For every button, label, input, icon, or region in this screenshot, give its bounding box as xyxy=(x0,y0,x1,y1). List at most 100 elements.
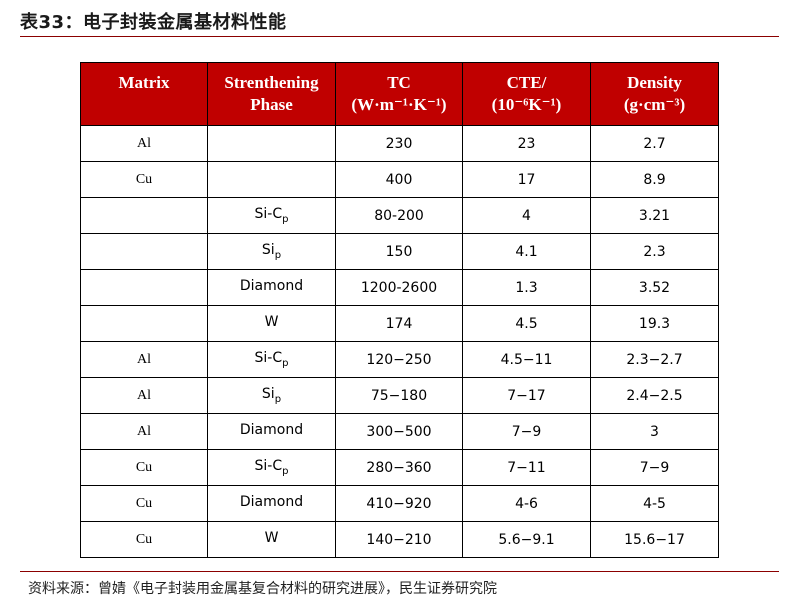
cell-matrix-text: Al xyxy=(137,351,151,367)
phase-subscript: p xyxy=(282,466,289,477)
table-row: Al Si-Cp 120−250 4.5−11 2.3−2.7 xyxy=(80,341,719,378)
cell-cte: 4-6 xyxy=(462,485,591,522)
cell-tc: 1200-2600 xyxy=(335,269,463,306)
cell-cte: 4.5−11 xyxy=(462,341,591,378)
cell-tc-text: 1200-2600 xyxy=(360,279,438,296)
cell-phase-text: W xyxy=(264,530,279,546)
table-row: Diamond 1200-2600 1.3 3.52 xyxy=(80,269,719,306)
cell-matrix: Al xyxy=(80,377,208,414)
cell-tc-text: 410−920 xyxy=(366,495,432,512)
cell-density: 15.6−17 xyxy=(590,521,719,558)
cell-density: 4-5 xyxy=(590,485,719,522)
phase-subscript: p xyxy=(282,358,289,369)
cell-matrix: Cu xyxy=(80,449,208,486)
header-cte: CTE/(10⁻⁶K⁻¹) xyxy=(462,62,591,126)
cell-density: 19.3 xyxy=(590,305,719,342)
table-row: Al Diamond 300−500 7−9 3 xyxy=(80,413,719,450)
cell-cte-text: 4-6 xyxy=(515,495,538,512)
phase-subscript: p xyxy=(282,214,289,225)
cell-matrix-text: Cu xyxy=(135,171,153,187)
cell-tc-text: 300−500 xyxy=(366,423,432,440)
cell-phase: Si-Cp xyxy=(207,341,336,378)
cell-tc-text: 120−250 xyxy=(366,351,432,368)
cell-matrix: Al xyxy=(80,413,208,450)
table-body: Al 230 23 2.7 Cu 400 17 8.9 Si-Cp 80-200 4 3.21 Sip 1… xyxy=(80,125,719,558)
cell-density-text: 4-5 xyxy=(643,495,666,512)
cell-cte: 4.1 xyxy=(462,233,591,270)
cell-density-text: 2.7 xyxy=(643,135,666,152)
header-density: Density (g·cm⁻³) xyxy=(590,62,719,126)
cell-matrix-text: Al xyxy=(137,135,151,151)
cell-matrix: Cu xyxy=(80,485,208,522)
table-row: Cu Si-Cp 280−360 7−11 7−9 xyxy=(80,449,719,486)
title-divider xyxy=(20,36,779,37)
cell-phase-text: Diamond xyxy=(239,278,304,294)
phase-subscript: p xyxy=(274,394,282,405)
cell-density: 7−9 xyxy=(590,449,719,486)
cell-density-text: 8.9 xyxy=(643,171,666,188)
table-row: Sip 150 4.1 2.3 xyxy=(80,233,719,270)
cell-cte-text: 7−17 xyxy=(507,387,546,404)
table-row: Al Sip 75−180 7−17 2.4−2.5 xyxy=(80,377,719,414)
cell-phase-text: Si-C xyxy=(254,350,283,366)
cell-tc: 120−250 xyxy=(335,341,463,378)
cell-phase-text: Si-C xyxy=(254,206,283,222)
table-row: Cu Diamond 410−920 4-6 4-5 xyxy=(80,485,719,522)
cell-density-text: 3.52 xyxy=(638,279,671,296)
cell-cte-text: 7−9 xyxy=(511,423,542,440)
cell-tc-text: 80-200 xyxy=(374,207,424,224)
cell-cte: 7−9 xyxy=(462,413,591,450)
cell-phase-text: Diamond xyxy=(239,422,304,438)
cell-tc: 280−360 xyxy=(335,449,463,486)
cell-phase xyxy=(207,161,336,198)
cell-tc: 400 xyxy=(335,161,463,198)
cell-density-text: 15.6−17 xyxy=(624,531,685,548)
cell-tc: 410−920 xyxy=(335,485,463,522)
cell-cte: 4 xyxy=(462,197,591,234)
cell-tc-text: 150 xyxy=(385,243,413,260)
cell-density: 8.9 xyxy=(590,161,719,198)
cell-cte: 23 xyxy=(462,125,591,162)
header-row: Matrix Strenthening Phase TC (W·m⁻¹·K⁻¹) C… xyxy=(80,62,719,126)
cell-cte: 4.5 xyxy=(462,305,591,342)
cell-density-text: 2.3 xyxy=(643,243,666,260)
cell-cte: 17 xyxy=(462,161,591,198)
header-phase: Strenthening Phase xyxy=(207,62,336,126)
cell-matrix xyxy=(80,197,208,234)
cell-cte-text: 4.5 xyxy=(515,315,538,332)
cell-tc: 140−210 xyxy=(335,521,463,558)
cell-cte: 5.6−9.1 xyxy=(462,521,591,558)
cell-matrix xyxy=(80,269,208,306)
cell-cte-text: 17 xyxy=(517,171,536,188)
cell-density: 2.7 xyxy=(590,125,719,162)
cell-matrix-text: Cu xyxy=(135,459,153,475)
cell-phase: Diamond xyxy=(207,485,336,522)
cell-matrix: Al xyxy=(80,125,208,162)
cell-density-text: 3 xyxy=(650,423,659,440)
cell-density-text: 3.21 xyxy=(638,207,671,224)
cell-density: 3.21 xyxy=(590,197,719,234)
source-note: 资料来源：曾婧《电子封装用金属基复合材料的研究进展》，民生证券研究院 xyxy=(28,581,497,597)
cell-phase-text: Diamond xyxy=(239,494,304,510)
cell-tc: 174 xyxy=(335,305,463,342)
cell-density-text: 2.3−2.7 xyxy=(626,351,683,368)
cell-density: 2.4−2.5 xyxy=(590,377,719,414)
source-divider xyxy=(20,571,779,572)
cell-density-text: 7−9 xyxy=(639,459,670,476)
cell-matrix: Cu xyxy=(80,521,208,558)
cell-tc: 300−500 xyxy=(335,413,463,450)
cell-tc: 150 xyxy=(335,233,463,270)
phase-subscript: p xyxy=(274,250,282,261)
cell-density: 3.52 xyxy=(590,269,719,306)
cell-cte-text: 4 xyxy=(522,207,531,224)
cell-phase xyxy=(207,125,336,162)
cell-phase-text: Si-C xyxy=(254,458,283,474)
table-row: Cu W 140−210 5.6−9.1 15.6−17 xyxy=(80,521,719,558)
cell-phase: Sip xyxy=(207,233,336,270)
cell-phase: Sip xyxy=(207,377,336,414)
table-row: Si-Cp 80-200 4 3.21 xyxy=(80,197,719,234)
cell-cte: 7−17 xyxy=(462,377,591,414)
cell-tc-text: 75−180 xyxy=(370,387,428,404)
cell-matrix: Al xyxy=(80,341,208,378)
cell-density: 2.3−2.7 xyxy=(590,341,719,378)
